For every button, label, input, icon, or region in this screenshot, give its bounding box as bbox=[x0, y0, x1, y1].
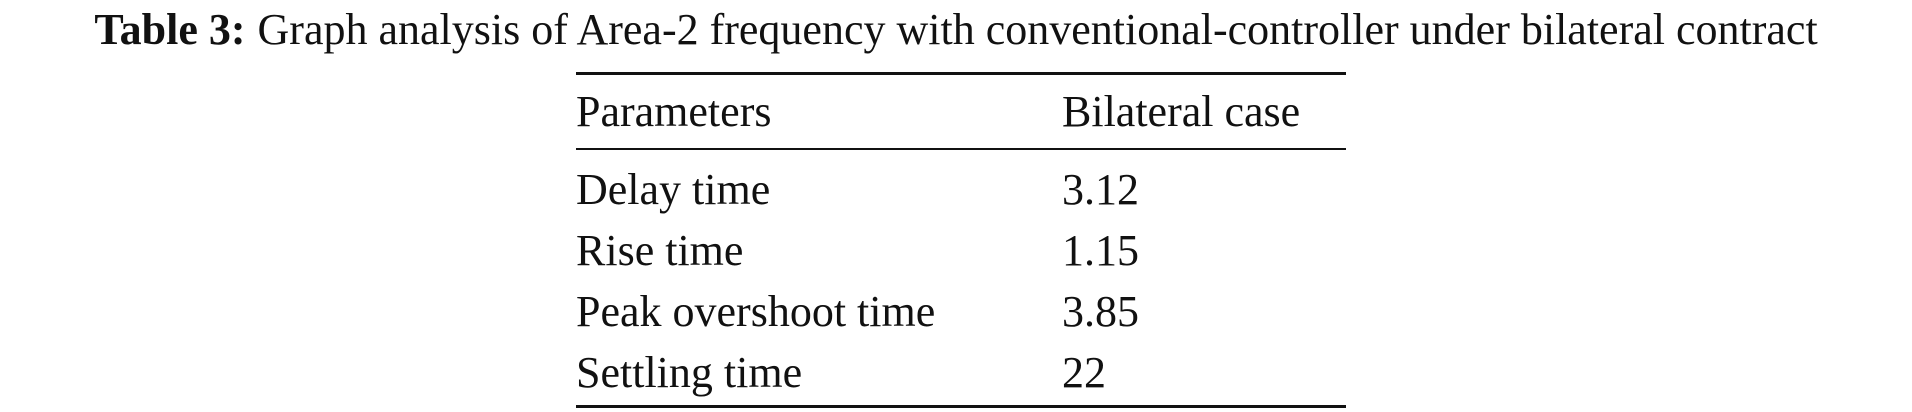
table-caption: Table 3: Graph analysis of Area-2 frequen… bbox=[0, 4, 1912, 56]
top-rule bbox=[576, 72, 1346, 75]
table-cell: 3.12 bbox=[1062, 165, 1139, 214]
header-cell: Bilateral case bbox=[1062, 87, 1301, 136]
table-cell: 3.85 bbox=[1062, 287, 1139, 336]
header-cell: Parameters bbox=[576, 87, 772, 136]
table-cell: Settling time bbox=[576, 348, 803, 397]
table-cell: Peak overshoot time bbox=[576, 287, 936, 336]
table-cell: 1.15 bbox=[1062, 226, 1139, 275]
table-cell: Delay time bbox=[576, 165, 771, 214]
caption-text: Graph analysis of Area-2 frequency with … bbox=[257, 5, 1818, 54]
bottom-rule bbox=[576, 405, 1346, 408]
table-cell: 22 bbox=[1062, 348, 1106, 397]
table-cell: Rise time bbox=[576, 226, 744, 275]
caption-label: Table 3: bbox=[94, 5, 246, 54]
mid-rule bbox=[576, 148, 1346, 150]
